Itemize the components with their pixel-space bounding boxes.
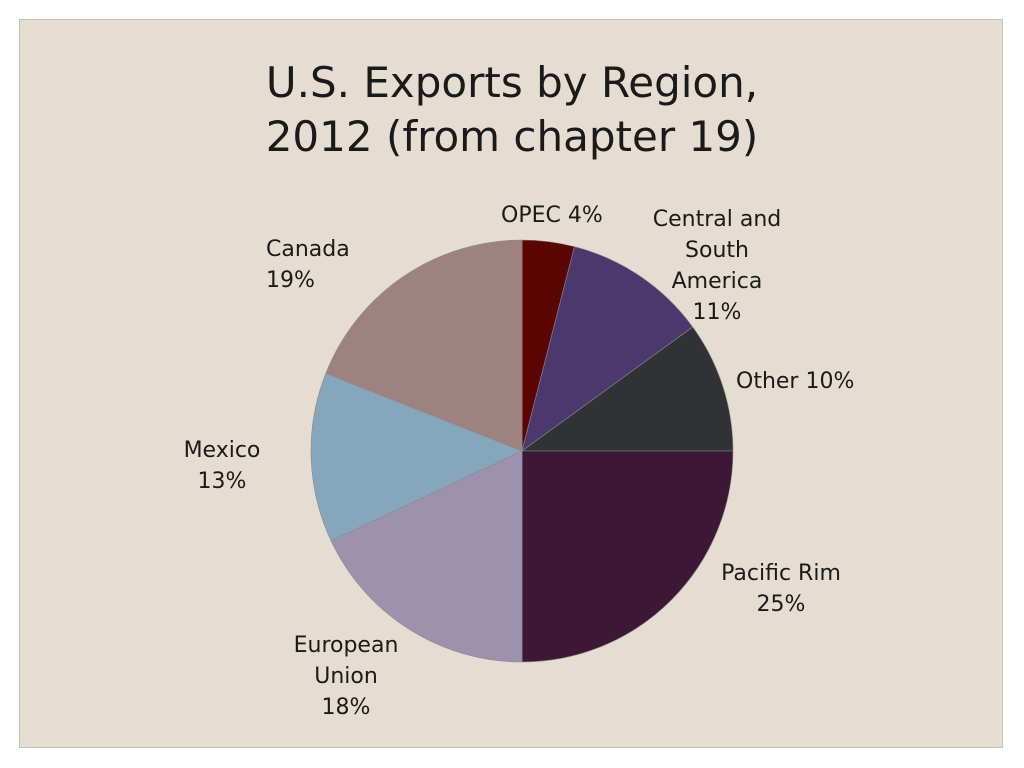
slice-label-mexico-line-1: Mexico bbox=[183, 438, 261, 463]
pie-slice-pacific-rim bbox=[521, 450, 734, 663]
slice-label-eu-line-3: 18% bbox=[321, 695, 371, 720]
slide: U.S. Exports by Region, 2012 (from chapt… bbox=[19, 19, 1003, 748]
slice-label-eu-line-1: European bbox=[293, 633, 399, 658]
slice-label-canada-line-1: Canada bbox=[266, 237, 350, 262]
pie-slice-mexico bbox=[310, 372, 523, 542]
slice-label-opec-line-1: OPEC 4% bbox=[501, 203, 603, 228]
slice-label-csa-line-3: America bbox=[671, 269, 763, 294]
slice-label-european-union: European Union 18% bbox=[276, 630, 416, 723]
chart-title-line-2: 2012 (from chapter 19) bbox=[265, 112, 759, 161]
chart-title: U.S. Exports by Region, 2012 (from chapt… bbox=[20, 56, 1004, 164]
slice-label-opec: OPEC 4% bbox=[501, 200, 603, 231]
slice-label-mexico: Mexico 13% bbox=[170, 435, 274, 497]
slice-label-csa-line-2: South bbox=[685, 238, 749, 263]
slice-label-csa-line-1: Central and bbox=[652, 207, 782, 232]
pie-slice-canada bbox=[325, 239, 523, 452]
slice-label-pacific-rim: Pacific Rim 25% bbox=[708, 558, 854, 620]
slice-label-csa-line-4: 11% bbox=[692, 300, 742, 325]
pie-slice-other bbox=[521, 326, 734, 452]
slice-label-canada-line-2: 19% bbox=[266, 268, 315, 293]
slice-label-pacific-rim-line-1: Pacific Rim bbox=[721, 561, 841, 586]
pie-slice-central-and-south-america bbox=[521, 246, 694, 452]
slice-label-eu-line-2: Union bbox=[314, 664, 378, 689]
slice-label-canada: Canada 19% bbox=[266, 234, 350, 296]
pie-slice-european-union bbox=[330, 450, 523, 663]
slice-label-other-line-1: Other 10% bbox=[736, 369, 855, 394]
slice-label-mexico-line-2: 13% bbox=[197, 469, 247, 494]
slice-label-pacific-rim-line-2: 25% bbox=[756, 592, 806, 617]
chart-title-line-1: U.S. Exports by Region, bbox=[265, 58, 759, 107]
slice-label-central-and-south-america: Central and South America 11% bbox=[640, 204, 794, 328]
pie-chart bbox=[310, 239, 734, 663]
slice-label-other: Other 10% bbox=[736, 366, 854, 397]
